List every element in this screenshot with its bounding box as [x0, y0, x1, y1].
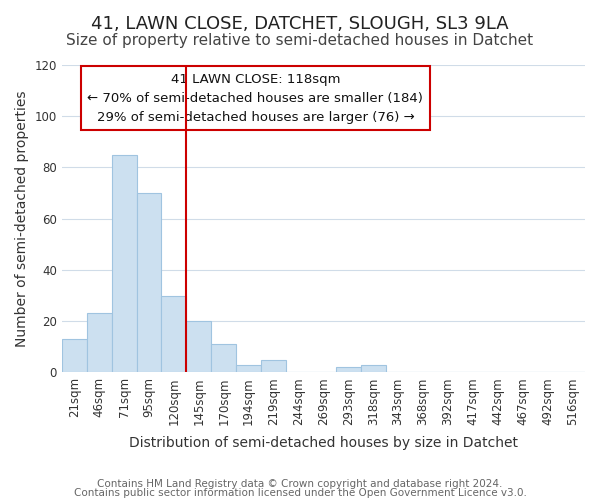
Bar [261, 360, 286, 372]
Text: Contains public sector information licensed under the Open Government Licence v3: Contains public sector information licen… [74, 488, 526, 498]
Text: Contains HM Land Registry data © Crown copyright and database right 2024.: Contains HM Land Registry data © Crown c… [97, 479, 503, 489]
Bar [187, 321, 211, 372]
Bar [336, 368, 361, 372]
Bar [62, 339, 87, 372]
Text: Size of property relative to semi-detached houses in Datchet: Size of property relative to semi-detach… [67, 32, 533, 48]
Bar [236, 364, 261, 372]
Text: 41, LAWN CLOSE, DATCHET, SLOUGH, SL3 9LA: 41, LAWN CLOSE, DATCHET, SLOUGH, SL3 9LA [91, 15, 509, 33]
Bar [161, 296, 187, 372]
Y-axis label: Number of semi-detached properties: Number of semi-detached properties [15, 90, 29, 347]
Bar [87, 314, 112, 372]
Bar [137, 193, 161, 372]
X-axis label: Distribution of semi-detached houses by size in Datchet: Distribution of semi-detached houses by … [129, 436, 518, 450]
Bar [112, 154, 137, 372]
Bar [361, 364, 386, 372]
Text: 41 LAWN CLOSE: 118sqm
← 70% of semi-detached houses are smaller (184)
29% of sem: 41 LAWN CLOSE: 118sqm ← 70% of semi-deta… [88, 72, 424, 124]
Bar [211, 344, 236, 372]
